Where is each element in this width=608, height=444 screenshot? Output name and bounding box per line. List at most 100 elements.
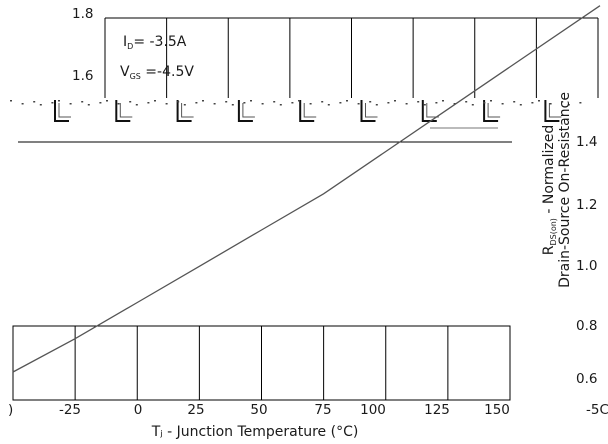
band-speckle [273, 101, 276, 103]
x-tick-label: 75 [314, 402, 331, 418]
band-speckle [129, 101, 132, 103]
band-bracket-mark [54, 100, 69, 122]
band-speckle [51, 102, 54, 104]
band-speckle [549, 103, 552, 105]
band-bracket-mark [421, 100, 437, 122]
annotation-vgs: VGS =-4.5V [120, 64, 194, 81]
x-tick-label: -25 [59, 402, 81, 418]
band-speckle [231, 104, 234, 106]
band-bracket-inner [303, 103, 317, 118]
svg-text:Drain-Source On-Resistance: Drain-Source On-Resistance [557, 92, 573, 288]
band-bracket-inner [487, 103, 501, 118]
band-speckle [519, 104, 522, 106]
y-tick-label: 1.8 [72, 6, 93, 22]
annotation-id: ID= -3.5A [123, 34, 187, 51]
y-tick-label: 0.6 [576, 371, 597, 387]
band-speckle [87, 104, 90, 106]
band-speckle [501, 103, 504, 105]
band-speckle [453, 103, 456, 105]
upper-panel [104, 17, 599, 98]
band-speckle [369, 101, 372, 103]
band-bracket-mark [299, 100, 315, 122]
band-speckle [531, 102, 534, 104]
band-speckle [561, 101, 564, 103]
x-tick-label: 50 [250, 402, 267, 418]
band-speckle [213, 103, 216, 105]
band-speckle [471, 104, 474, 106]
band-speckle [250, 100, 252, 102]
x-axis-title: Tⱼ - Junction Temperature (°C) [151, 424, 359, 440]
band-bracket-inner [58, 103, 71, 118]
band-bracket-inner [365, 103, 378, 118]
band-bracket-mark [483, 100, 499, 122]
band-speckle [387, 102, 390, 104]
band-speckle [309, 103, 312, 105]
band-speckle [135, 104, 138, 106]
band-speckle [183, 104, 186, 106]
band-speckle [202, 100, 204, 102]
band-speckle [513, 101, 516, 103]
band-speckle [442, 100, 444, 102]
band-bracket-inner [548, 103, 562, 118]
band-speckle [357, 103, 360, 105]
band-speckle [483, 102, 486, 104]
band-speckle [106, 100, 108, 102]
band-speckle [225, 101, 228, 103]
svg-text:RDS(on) - Normalized: RDS(on) - Normalized [541, 125, 558, 256]
band-speckle [321, 101, 324, 103]
band-speckle [465, 101, 468, 103]
y-tick-label: 1.0 [576, 258, 597, 274]
lower-panel [12, 325, 511, 401]
band-speckle [579, 102, 582, 104]
band-bracket-inner [242, 103, 255, 118]
band-speckle [405, 103, 408, 105]
x-tick-label: ) [8, 402, 13, 418]
band-speckle [567, 104, 570, 106]
band-speckle [291, 102, 294, 104]
y-axis-title: RDS(on) - Normalized Drain-Source On-Res… [541, 92, 573, 288]
band-speckle [423, 104, 426, 106]
band-speckle [33, 101, 36, 103]
band-speckle [81, 101, 84, 103]
band-speckle [39, 104, 42, 106]
band-speckle [298, 100, 300, 102]
x-tick-label: -5C [586, 402, 608, 418]
band-speckle [339, 102, 342, 104]
band-speckle [375, 104, 378, 106]
band-speckle [261, 103, 264, 105]
band-speckle [10, 100, 12, 102]
band-speckle [243, 102, 246, 104]
x-tick-label: 100 [360, 402, 386, 418]
band-speckle [99, 102, 102, 104]
band-speckle [327, 104, 330, 106]
band-bracket-mark [176, 100, 192, 122]
band-speckle [394, 100, 396, 102]
band-bracket-mark [237, 100, 253, 122]
x-tick-label: 125 [424, 402, 450, 418]
band-bracket-mark [544, 100, 560, 122]
band-speckle [165, 103, 168, 105]
y-tick-label: 1.6 [72, 68, 93, 84]
band-speckle [490, 100, 492, 102]
band-speckle [435, 102, 438, 104]
band-speckle [346, 100, 348, 102]
band-speckle [417, 101, 420, 103]
series-line [12, 5, 601, 373]
band-speckle [147, 102, 150, 104]
band-speckle [279, 104, 282, 106]
curve-layer [12, 5, 601, 373]
band-bracket-mark [115, 100, 131, 122]
band-speckle [538, 100, 540, 102]
y-tick-label: 1.4 [576, 134, 597, 150]
band-speckle [69, 103, 72, 105]
band-speckle [58, 100, 60, 102]
band-speckle [21, 103, 24, 105]
band-speckle [154, 100, 156, 102]
x-tick-label: 150 [484, 402, 510, 418]
y-tick-label: 1.2 [576, 197, 597, 213]
x-axis-ticks: ) -25 0 25 50 75 100 125 150 -5C [8, 402, 608, 418]
y-axis-ticks: 1.8 1.6 1.4 1.2 1.0 0.8 0.6 [72, 6, 597, 387]
band-bracket-inner [119, 103, 133, 118]
glitch-band [10, 100, 582, 143]
band-speckle [195, 102, 198, 104]
